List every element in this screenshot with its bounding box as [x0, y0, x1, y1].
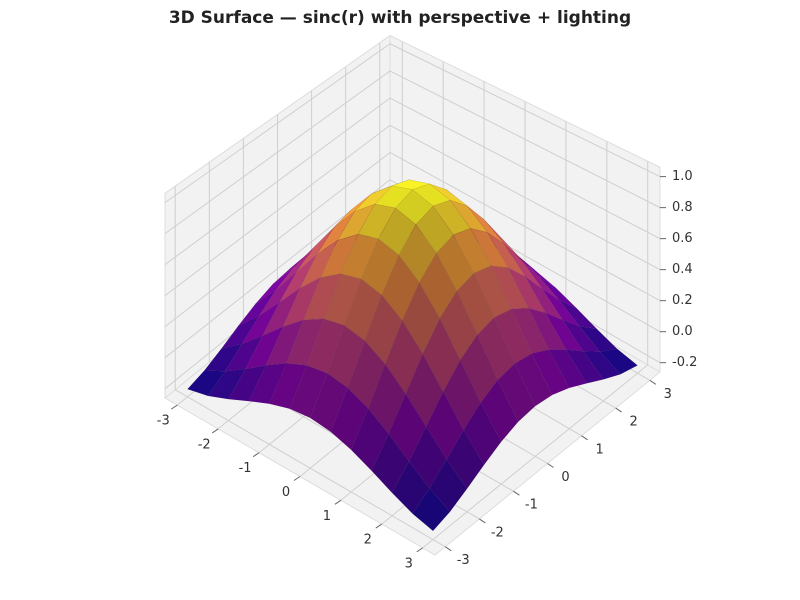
z-tick-label: -0.2: [672, 355, 697, 370]
y-tick-label: 2: [630, 415, 638, 430]
grid-line: [174, 389, 446, 548]
z-tick-label: 0.6: [672, 231, 693, 246]
x-tick-label: 1: [323, 509, 331, 524]
grid-line: [389, 97, 661, 240]
grid-line: [389, 124, 661, 271]
y-tick-label: 0: [561, 470, 569, 485]
surface-face: [599, 348, 638, 375]
x-tick-label: -1: [239, 461, 252, 476]
y-tick: [649, 379, 657, 385]
y-tick: [444, 546, 452, 552]
x-tick: [375, 523, 383, 529]
grid-line: [164, 124, 391, 297]
x-tick-label: 0: [282, 485, 290, 500]
x-tick: [170, 404, 178, 410]
x-tick: [211, 428, 219, 434]
z-tick-label: 0.2: [672, 293, 693, 308]
y-tick: [479, 518, 486, 524]
z-tick-label: 0.0: [672, 324, 693, 339]
grid-line: [389, 152, 661, 302]
surface-face: [514, 353, 553, 407]
grid-line: [164, 152, 391, 328]
surface-face: [582, 351, 621, 380]
y-tick: [513, 490, 520, 496]
x-tick-label: 2: [364, 533, 372, 548]
x-tick-label: -3: [157, 414, 170, 429]
grid-line: [164, 43, 391, 204]
surface-face: [480, 379, 519, 443]
y-tick-label: -3: [457, 553, 470, 568]
surface-face: [565, 349, 604, 384]
x-tick: [293, 476, 301, 481]
x-tick: [252, 452, 260, 458]
z-tick-label: 0.4: [672, 262, 693, 277]
grid-line: [389, 43, 661, 178]
grid-line: [164, 70, 391, 235]
x-tick: [416, 547, 424, 553]
y-tick: [615, 407, 622, 413]
y-tick-label: 1: [595, 442, 603, 457]
y-tick-label: -2: [491, 525, 504, 540]
x-tick-label: 3: [405, 556, 413, 571]
y-tick-label: 3: [664, 387, 672, 402]
y-tick: [581, 435, 588, 441]
surface-face: [412, 487, 451, 532]
y-tick-label: -1: [525, 498, 538, 513]
y-tick: [547, 463, 554, 468]
grid-line: [389, 70, 661, 209]
surface-face: [446, 429, 485, 490]
x-tick: [334, 499, 342, 505]
x-tick-label: -2: [198, 437, 211, 452]
z-tick-label: 0.8: [672, 200, 693, 215]
surface-face: [531, 349, 570, 396]
grid-line: [164, 97, 391, 266]
chart-title: 3D Surface — sinc(r) with perspective + …: [169, 8, 631, 28]
z-tick-label: 1.0: [672, 169, 693, 184]
